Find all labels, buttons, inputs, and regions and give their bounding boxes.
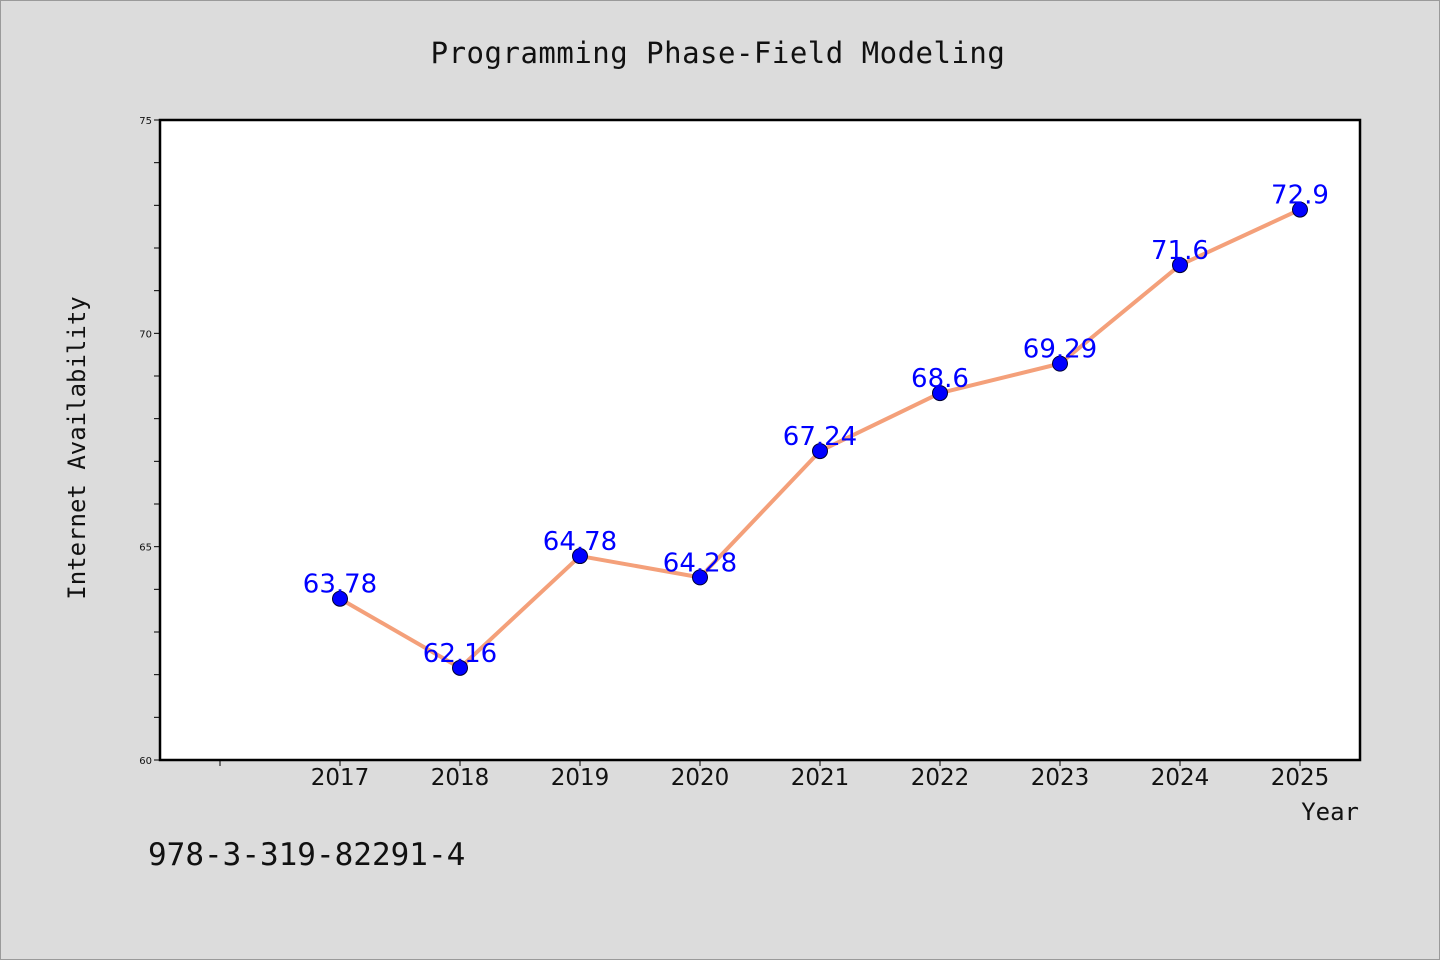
data-point (452, 659, 468, 676)
footer-isbn: 978-3-319-82291-4 (148, 837, 465, 873)
x-tick-label: 2021 (791, 765, 850, 791)
data-label: 71.6 (1151, 236, 1209, 266)
x-axis-ticks: 2017 2018 2019 2020 2021 2022 2023 2024 2025 (219, 760, 1330, 791)
data-point (692, 569, 708, 586)
data-point (812, 443, 828, 460)
x-tick-label: 2018 (431, 765, 490, 791)
x-tick-label: 2020 (671, 765, 730, 791)
x-axis-label: Year (1301, 798, 1359, 826)
x-tick-label: 2019 (551, 765, 610, 791)
y-axis-ticks: 60 65 70 75 (139, 116, 160, 767)
y-tick-label: 70 (139, 329, 152, 340)
chart-title: Programming Phase-Field Modeling (431, 36, 1006, 70)
y-tick-label: 60 (139, 756, 152, 767)
data-label: 63.78 (303, 570, 377, 600)
data-label: 67.24 (783, 422, 857, 452)
y-tick-label: 75 (139, 116, 152, 127)
series-layer: 63.78 62.16 64.78 64.28 67.24 68.6 69.29 71.6 72… (303, 181, 1329, 676)
data-point (1172, 257, 1188, 274)
data-point (332, 590, 348, 607)
data-point (932, 385, 948, 402)
data-label: 64.28 (663, 548, 737, 578)
x-tick-label: 2025 (1271, 765, 1330, 791)
data-point (1052, 355, 1068, 372)
x-tick-label: 2017 (311, 765, 370, 791)
data-point (572, 548, 588, 565)
y-tick-label: 65 (139, 543, 152, 554)
data-point (1292, 201, 1308, 218)
data-label: 68.6 (911, 364, 969, 394)
plot-border (158, 118, 1362, 762)
x-tick-label: 2022 (911, 765, 970, 791)
y-axis-label: Internet Availability (63, 296, 91, 599)
x-tick-label: 2024 (1151, 765, 1210, 791)
data-label: 69.29 (1023, 335, 1097, 365)
data-label: 62.16 (423, 639, 497, 669)
data-label: 72.9 (1271, 181, 1329, 211)
plot-area (160, 120, 1360, 760)
x-tick-label: 2023 (1031, 765, 1090, 791)
data-label: 64.78 (543, 527, 617, 557)
